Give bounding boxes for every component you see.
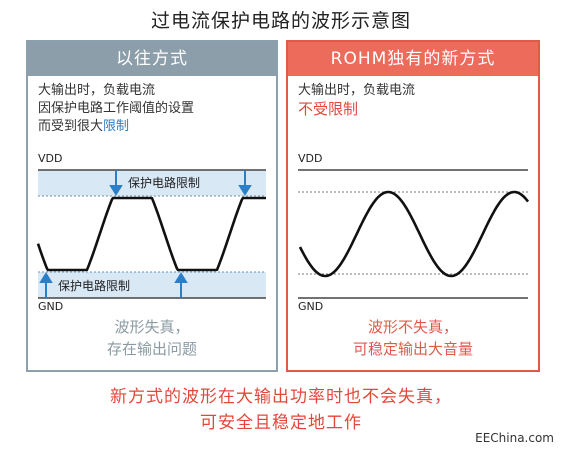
panel-description: 大输出时，负载电流 不受限制	[298, 82, 415, 118]
arrow-head	[174, 272, 188, 283]
sine-waveform-diagram	[298, 169, 530, 299]
bottom-band-label: 保护电路限制	[58, 279, 131, 293]
desc-line: 大输出时，负载电流	[298, 83, 416, 98]
page-title: 过电流保护电路的波形示意图	[150, 10, 411, 32]
arrow-head	[109, 185, 123, 196]
sine-waveform	[298, 190, 530, 278]
conclusion-text: 新方式的波形在大输出功率时也不会失真， 可安全且稳定地工作	[0, 384, 562, 436]
limit-arrows	[39, 170, 252, 298]
panel-caption: 波形不失真， 可稳定输出大音量	[288, 316, 538, 360]
desc-line: 大输出时，负载电流	[38, 83, 156, 98]
gnd-label: GND	[298, 300, 324, 313]
panel-description: 大输出时，负载电流 因保护电路工作阈值的设置 而受到很大限制	[38, 82, 194, 136]
conclusion-line: 可安全且稳定地工作	[200, 413, 362, 433]
desc-line: 因保护电路工作阈值的设置	[38, 101, 195, 116]
bottom-limit-band	[38, 272, 266, 298]
desc-highlight: 不受限制	[298, 100, 359, 118]
desc-text: 而受到很大	[38, 119, 104, 134]
rohm-method-panel: ROHM独有的新方式 大输出时，负载电流 不受限制 VDD GND 波形不失真，…	[286, 40, 540, 372]
clipped-waveform-diagram	[36, 169, 266, 299]
caption-line: 波形失真，	[114, 318, 190, 336]
conclusion-line: 新方式的波形在大输出功率时也不会失真，	[110, 387, 452, 407]
panel-caption: 波形失真， 存在输出问题	[28, 316, 276, 360]
clipped-waveform	[36, 196, 266, 272]
desc-highlight: 限制	[103, 119, 130, 134]
vdd-label: VDD	[298, 152, 323, 165]
panel-header: 以往方式	[28, 42, 276, 76]
arrow-head	[238, 185, 252, 196]
arrow-head	[39, 272, 53, 283]
panel-header: ROHM独有的新方式	[288, 42, 538, 76]
brand-watermark: EEChina.com	[475, 431, 554, 445]
vdd-label: VDD	[38, 152, 63, 165]
top-band-label: 保护电路限制	[128, 176, 201, 190]
caption-line: 波形不失真，	[367, 318, 458, 336]
conventional-method-panel: 以往方式 大输出时，负载电流 因保护电路工作阈值的设置 而受到很大限制 VDD …	[26, 40, 278, 372]
caption-line: 存在输出问题	[106, 340, 197, 358]
gnd-label: GND	[38, 300, 64, 313]
desc-line: 而受到很大限制	[38, 118, 194, 136]
caption-line: 可稳定输出大音量	[352, 340, 473, 358]
top-limit-band	[38, 170, 266, 196]
